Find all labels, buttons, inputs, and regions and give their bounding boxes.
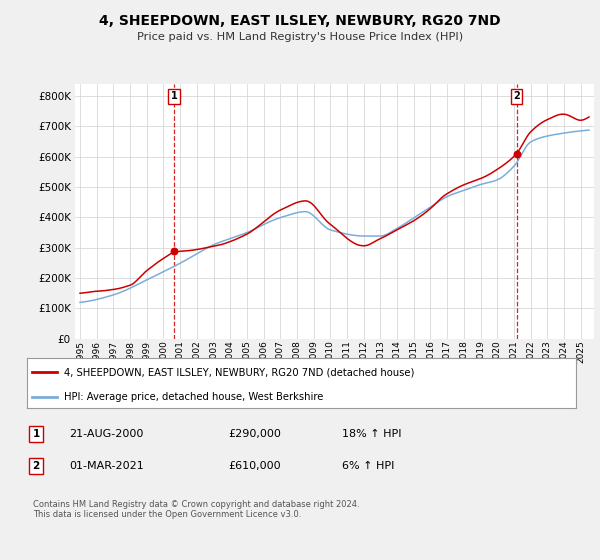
Text: £290,000: £290,000 bbox=[228, 429, 281, 439]
Text: HPI: Average price, detached house, West Berkshire: HPI: Average price, detached house, West… bbox=[64, 392, 324, 402]
Point bbox=[512, 150, 521, 158]
Text: Contains HM Land Registry data © Crown copyright and database right 2024.
This d: Contains HM Land Registry data © Crown c… bbox=[33, 500, 359, 519]
Text: 18% ↑ HPI: 18% ↑ HPI bbox=[342, 429, 401, 439]
Text: 1: 1 bbox=[171, 91, 178, 101]
Text: 01-MAR-2021: 01-MAR-2021 bbox=[69, 461, 144, 471]
Text: 4, SHEEPDOWN, EAST ILSLEY, NEWBURY, RG20 7ND: 4, SHEEPDOWN, EAST ILSLEY, NEWBURY, RG20… bbox=[99, 14, 501, 28]
Text: Price paid vs. HM Land Registry's House Price Index (HPI): Price paid vs. HM Land Registry's House … bbox=[137, 32, 463, 43]
Text: £610,000: £610,000 bbox=[228, 461, 281, 471]
Text: 21-AUG-2000: 21-AUG-2000 bbox=[69, 429, 143, 439]
Text: 6% ↑ HPI: 6% ↑ HPI bbox=[342, 461, 394, 471]
Text: 1: 1 bbox=[32, 429, 40, 439]
Text: 2: 2 bbox=[513, 91, 520, 101]
Text: 2: 2 bbox=[32, 461, 40, 471]
Text: 4, SHEEPDOWN, EAST ILSLEY, NEWBURY, RG20 7ND (detached house): 4, SHEEPDOWN, EAST ILSLEY, NEWBURY, RG20… bbox=[64, 367, 415, 377]
Point bbox=[169, 246, 179, 255]
